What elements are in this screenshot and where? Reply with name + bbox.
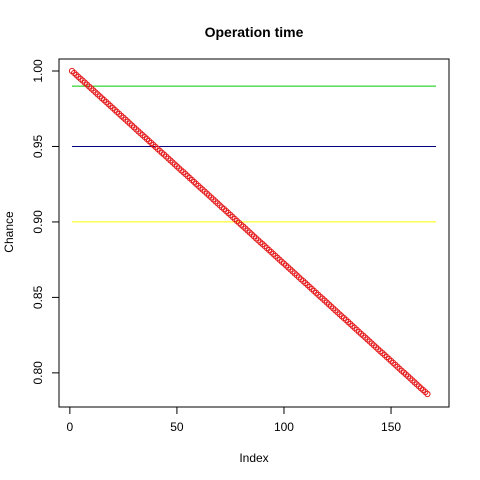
y-axis-label: Chance [2,211,16,253]
reference-lines [72,85,436,223]
data-point [424,390,431,398]
x-axis-label: Index [239,451,268,465]
chart-title: Operation time [205,24,304,40]
plot-frame [58,58,450,408]
y-axis: 0.80 0.85 0.90 0.95 1.00 [31,59,60,385]
y-tick-label: 1.00 [31,59,45,83]
x-tick-label: 100 [274,420,294,434]
data-points [68,67,431,398]
y-tick-label: 0.95 [31,134,45,158]
x-axis: 0 50 100 150 [67,406,401,434]
y-tick-label: 0.85 [31,285,45,309]
x-tick-label: 50 [170,420,184,434]
y-tick-label: 0.80 [31,361,45,385]
y-tick-label: 0.90 [31,210,45,234]
x-tick-label: 150 [381,420,401,434]
x-tick-label: 0 [67,420,74,434]
